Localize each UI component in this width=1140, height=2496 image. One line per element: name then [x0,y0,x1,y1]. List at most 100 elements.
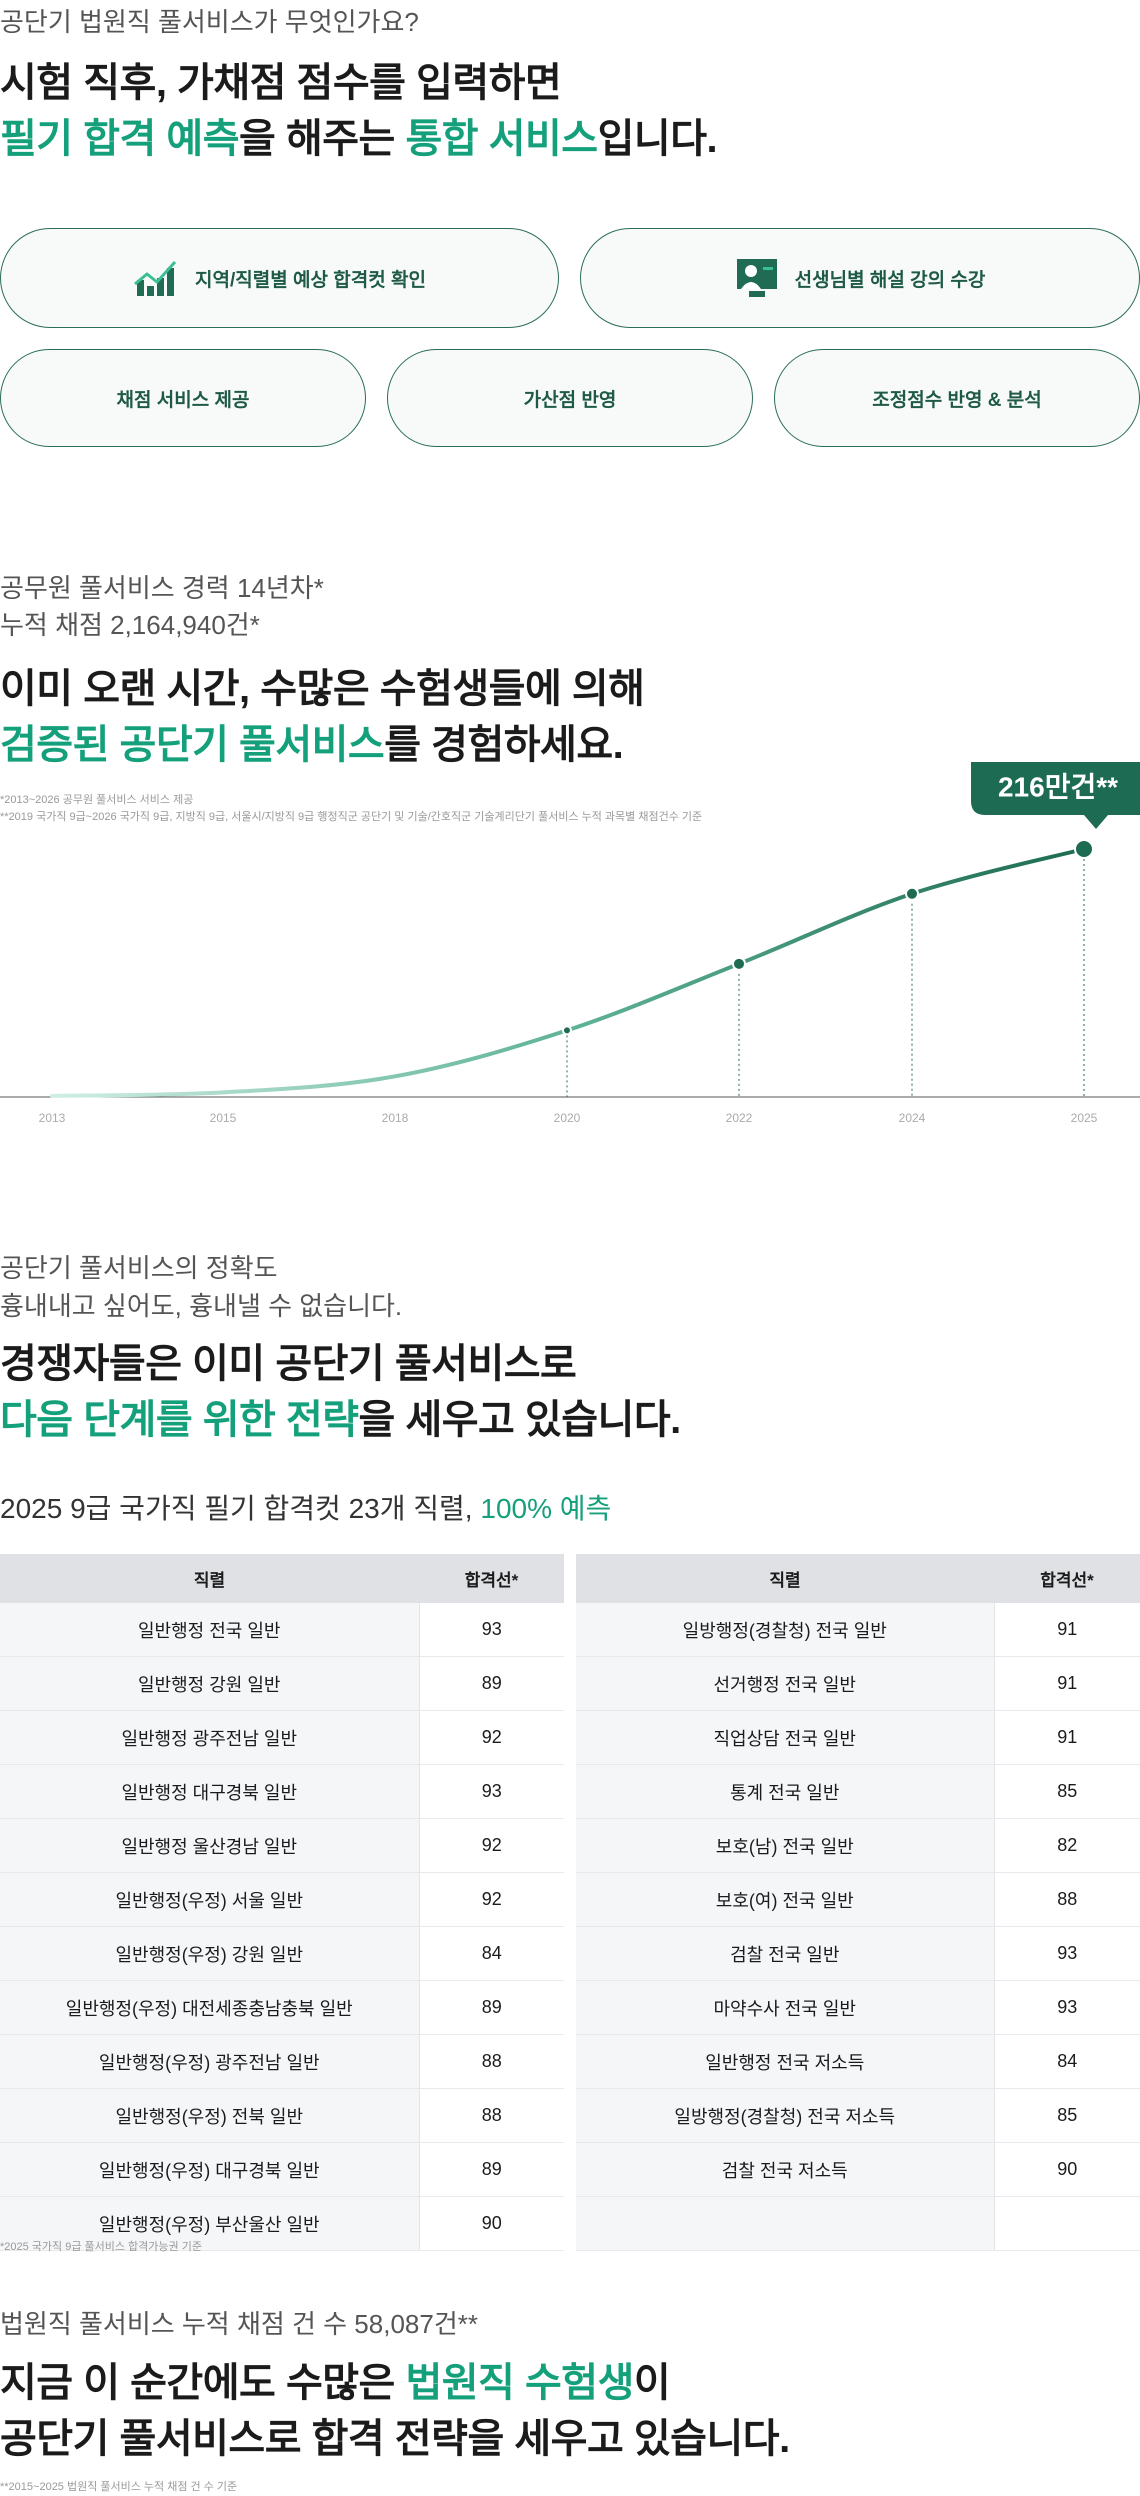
feature-pill: 선생님별 해설 강의 수강 [580,228,1140,328]
cell: 91 [994,1603,1140,1657]
headline: 지금 이 순간에도 수많은 법원직 수험생이 공단기 풀서비스로 합격 전략을 세… [0,2355,790,2467]
cell: 마약수사 전국 일반 [576,1980,995,2035]
point [562,1025,572,1036]
cell: 92 [419,1818,564,1873]
text-segment: 검증된 공단기 풀서비스 [0,723,385,767]
cell: 일반행정(우정) 대전세종충남충북 일반 [0,1980,420,2035]
row [576,2196,1140,2251]
text-segment: 100% 예측 [480,1493,612,1524]
header-row: 직렬 합격선* [576,1554,1140,1603]
text-segment: 이 [633,2361,671,2405]
row: 일반행정(우정) 대전세종충남충북 일반 89 [0,1980,564,2035]
accuracy-line: 흉내내고 싶어도, 흉내낼 수 없습니다. [0,1291,403,1321]
headline: 시험 직후, 가채점 점수를 입력하면 필기 합격 예측을 해주는 통합 서비스입… [0,55,718,167]
text-segment: 입니다. [597,117,718,161]
row: 일반행정 전국 일반 93 [0,1603,564,1657]
text-segment: 2025 9급 국가직 필기 합격컷 23개 직렬, [0,1493,481,1524]
cell: 91 [994,1710,1140,1765]
feature-pill: 채점 서비스 제공 [0,349,366,447]
row: 일방행정(경찰청) 전국 일반 91 [576,1603,1140,1657]
text-segment: 이미 오랜 시간, 수많은 수험생들에 의해 [0,667,645,711]
cell: 88 [419,2088,564,2143]
cell: 91 [994,1656,1140,1711]
headline-line: 다음 단계를 위한 전략을 세우고 있습니다. [0,1392,681,1448]
table: 직렬 합격선* 일반행정 전국 일반 93 일반행정 강원 일반 89 일반행정 광주전남 … [0,1554,564,2251]
chart-icon [134,260,177,296]
feature-pill: 조정점수 반영 & 분석 [774,349,1140,447]
point [1074,839,1094,859]
point [732,956,746,971]
growth-chart: 2013 2015 2018 2020 2022 2024 2025 216만건** [0,762,1140,1125]
header-cell: 직렬 [576,1554,994,1603]
row: 선거행정 전국 일반 91 [576,1656,1140,1711]
row: 일반행정 전국 저소득 84 [576,2034,1140,2089]
cell: 89 [419,1656,564,1711]
cell: 93 [419,1764,564,1819]
cell: 93 [994,1980,1140,2035]
headline-line: 필기 합격 예측을 해주는 통합 서비스입니다. [0,111,718,167]
cell: 일반행정(우정) 부산울산 일반 [0,2196,420,2251]
cell: 90 [994,2142,1140,2197]
cell: 일반행정 울산경남 일반 [0,1818,420,1873]
cell [994,2196,1140,2251]
header-cell: 합격선* [994,1554,1140,1603]
point [905,886,919,901]
footnote: **2015~2025 법원직 풀서비스 누적 채점 건 수 기준 [0,2481,238,2493]
row: 일방행정(경찰청) 전국 저소득 85 [576,2088,1140,2143]
cell: 93 [419,1603,564,1657]
cell: 통계 전국 일반 [576,1764,995,1819]
cell: 89 [419,1980,564,2035]
feature-pill: 가산점 반영 [387,349,753,447]
row: 검찰 전국 일반 93 [576,1926,1140,1981]
x-tick-label: 2022 [726,1111,753,1125]
cell: 88 [419,2034,564,2089]
headline-line: 검증된 공단기 풀서비스를 경험하세요. [0,717,644,773]
cell: 90 [419,2196,564,2251]
cell: 84 [419,1926,564,1981]
row: 마약수사 전국 일반 93 [576,1980,1140,2035]
headline-line: 이미 오랜 시간, 수많은 수험생들에 의해 [0,661,645,717]
footnote: **2019 국가직 9급~2026 국가직 9급, 지방직 9급, 서울시/지… [0,811,703,823]
cell: 84 [994,2034,1140,2089]
cell: 89 [419,2142,564,2197]
cell: 보호(여) 전국 일반 [576,1872,995,1927]
cell: 선거행정 전국 일반 [576,1656,995,1711]
cell: 직업상담 전국 일반 [576,1710,995,1765]
x-tick-label: 2013 [39,1111,66,1125]
cell: 일반행정(우정) 전북 일반 [0,2088,420,2143]
cell: 일반행정 전국 일반 [0,1603,420,1657]
lecture-icon [736,259,777,297]
row: 검찰 전국 저소득 90 [576,2142,1140,2197]
header-cell: 합격선* [419,1554,564,1603]
cell: 일방행정(경찰청) 전국 일반 [576,1603,995,1657]
footnote: *2013~2026 공무원 풀서비스 서비스 제공 [0,794,194,806]
x-tick-label: 2018 [382,1111,409,1125]
cell: 92 [419,1710,564,1765]
feature-label: 가산점 반영 [523,389,617,411]
cell: 92 [419,1872,564,1927]
row: 일반행정(우정) 부산울산 일반 90 [0,2196,564,2251]
cell: 검찰 전국 일반 [576,1926,995,1981]
feature-label: 선생님별 해설 강의 수강 [794,269,986,291]
cell: 일반행정 대구경북 일반 [0,1764,420,1819]
badge-label: 216만건** [998,771,1118,802]
cell: 85 [994,2088,1140,2143]
headline: 경쟁자들은 이미 공단기 풀서비스로 다음 단계를 위한 전략을 세우고 있습니다… [0,1336,681,1448]
cell: 일반행정(우정) 강원 일반 [0,1926,420,1981]
text-segment: 를 경험하세요. [384,723,624,767]
header-row: 직렬 합격선* [0,1554,564,1603]
cell: 일반행정(우정) 서울 일반 [0,1872,420,1927]
text-segment: 통합 서비스 [405,117,598,161]
text-segment: 을 세우고 있습니다. [358,1398,682,1442]
cell: 88 [994,1872,1140,1927]
text-segment: 법원직 수험생 [405,2361,634,2405]
row: 일반행정(우정) 서울 일반 92 [0,1872,564,1927]
cell: 일반행정 광주전남 일반 [0,1710,420,1765]
text-segment: 을 해주는 [239,117,406,161]
feature-label: 조정점수 반영 & 분석 [872,389,1042,411]
court-line: 법원직 풀서비스 누적 채점 건 수 58,087건** [0,2309,478,2339]
row: 일반행정(우정) 강원 일반 84 [0,1926,564,1981]
line [50,847,1086,1098]
headline-line: 공단기 풀서비스로 합격 전략을 세우고 있습니다. [0,2411,790,2467]
